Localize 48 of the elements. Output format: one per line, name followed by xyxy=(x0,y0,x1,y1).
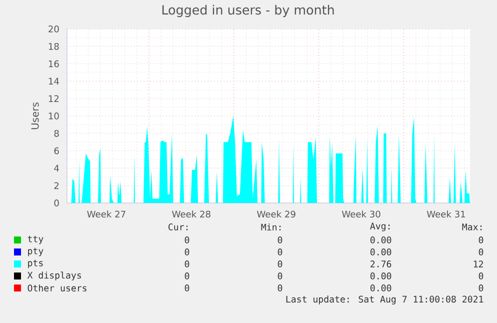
text: 0 xyxy=(184,272,190,280)
y-tick-label: 14 xyxy=(48,78,59,84)
text: 0.00 xyxy=(370,236,392,244)
text: 0.00 xyxy=(370,272,392,280)
y-tick-label: 10 xyxy=(48,112,59,120)
text: 0 xyxy=(184,248,190,256)
y-tick-label: 0 xyxy=(54,200,59,206)
text: Min: xyxy=(261,224,281,230)
y-tick-label: 8 xyxy=(54,130,59,137)
legend-label: Other users xyxy=(28,284,86,292)
x-tick-label: Week 29 xyxy=(257,210,296,218)
text: 0 xyxy=(278,248,282,256)
text: 0 xyxy=(478,272,484,280)
text: 0 xyxy=(184,260,190,268)
legend-label: pty xyxy=(28,248,44,256)
y-axis-title: Users xyxy=(31,102,39,130)
x-tick-label: Week 27 xyxy=(87,210,126,218)
y-tick-label: 2 xyxy=(54,182,59,189)
y-tick-label: 20 xyxy=(48,26,59,32)
y-tick-label: 6 xyxy=(54,147,59,154)
text: 0 xyxy=(278,260,282,268)
text: 0 xyxy=(478,236,484,244)
x-tick-label: Week 28 xyxy=(172,210,210,218)
legend-label: tty xyxy=(28,236,44,244)
legend-label: pts xyxy=(28,260,43,268)
legend-label: X displays xyxy=(27,272,81,280)
chart-title: Logged in users - by month xyxy=(162,4,334,18)
text: 0 xyxy=(184,284,190,292)
y-tick-label: 18 xyxy=(48,42,59,50)
text: 0.00 xyxy=(370,284,392,292)
y-tick-label: 4 xyxy=(54,164,59,172)
text: 0 xyxy=(278,284,282,292)
text: 12 xyxy=(474,260,483,268)
x-tick-label: Week 31 xyxy=(426,210,466,218)
text: 0 xyxy=(184,236,190,244)
text: 2.76 xyxy=(370,260,392,268)
text: 0 xyxy=(278,272,282,280)
text: 0 xyxy=(278,236,282,244)
text: Max: xyxy=(462,224,482,230)
text: Cur: xyxy=(168,224,188,230)
text: 0 xyxy=(478,284,484,292)
y-tick-label: 16 xyxy=(48,60,59,68)
x-tick-label: Week 30 xyxy=(342,210,380,218)
text: Last update: Sat Aug 7 11:00:08 2021 xyxy=(286,296,484,304)
text: 0 xyxy=(478,248,484,256)
text: 0.00 xyxy=(370,248,392,256)
y-tick-label: 12 xyxy=(48,95,59,102)
text: Avg: xyxy=(370,222,390,232)
